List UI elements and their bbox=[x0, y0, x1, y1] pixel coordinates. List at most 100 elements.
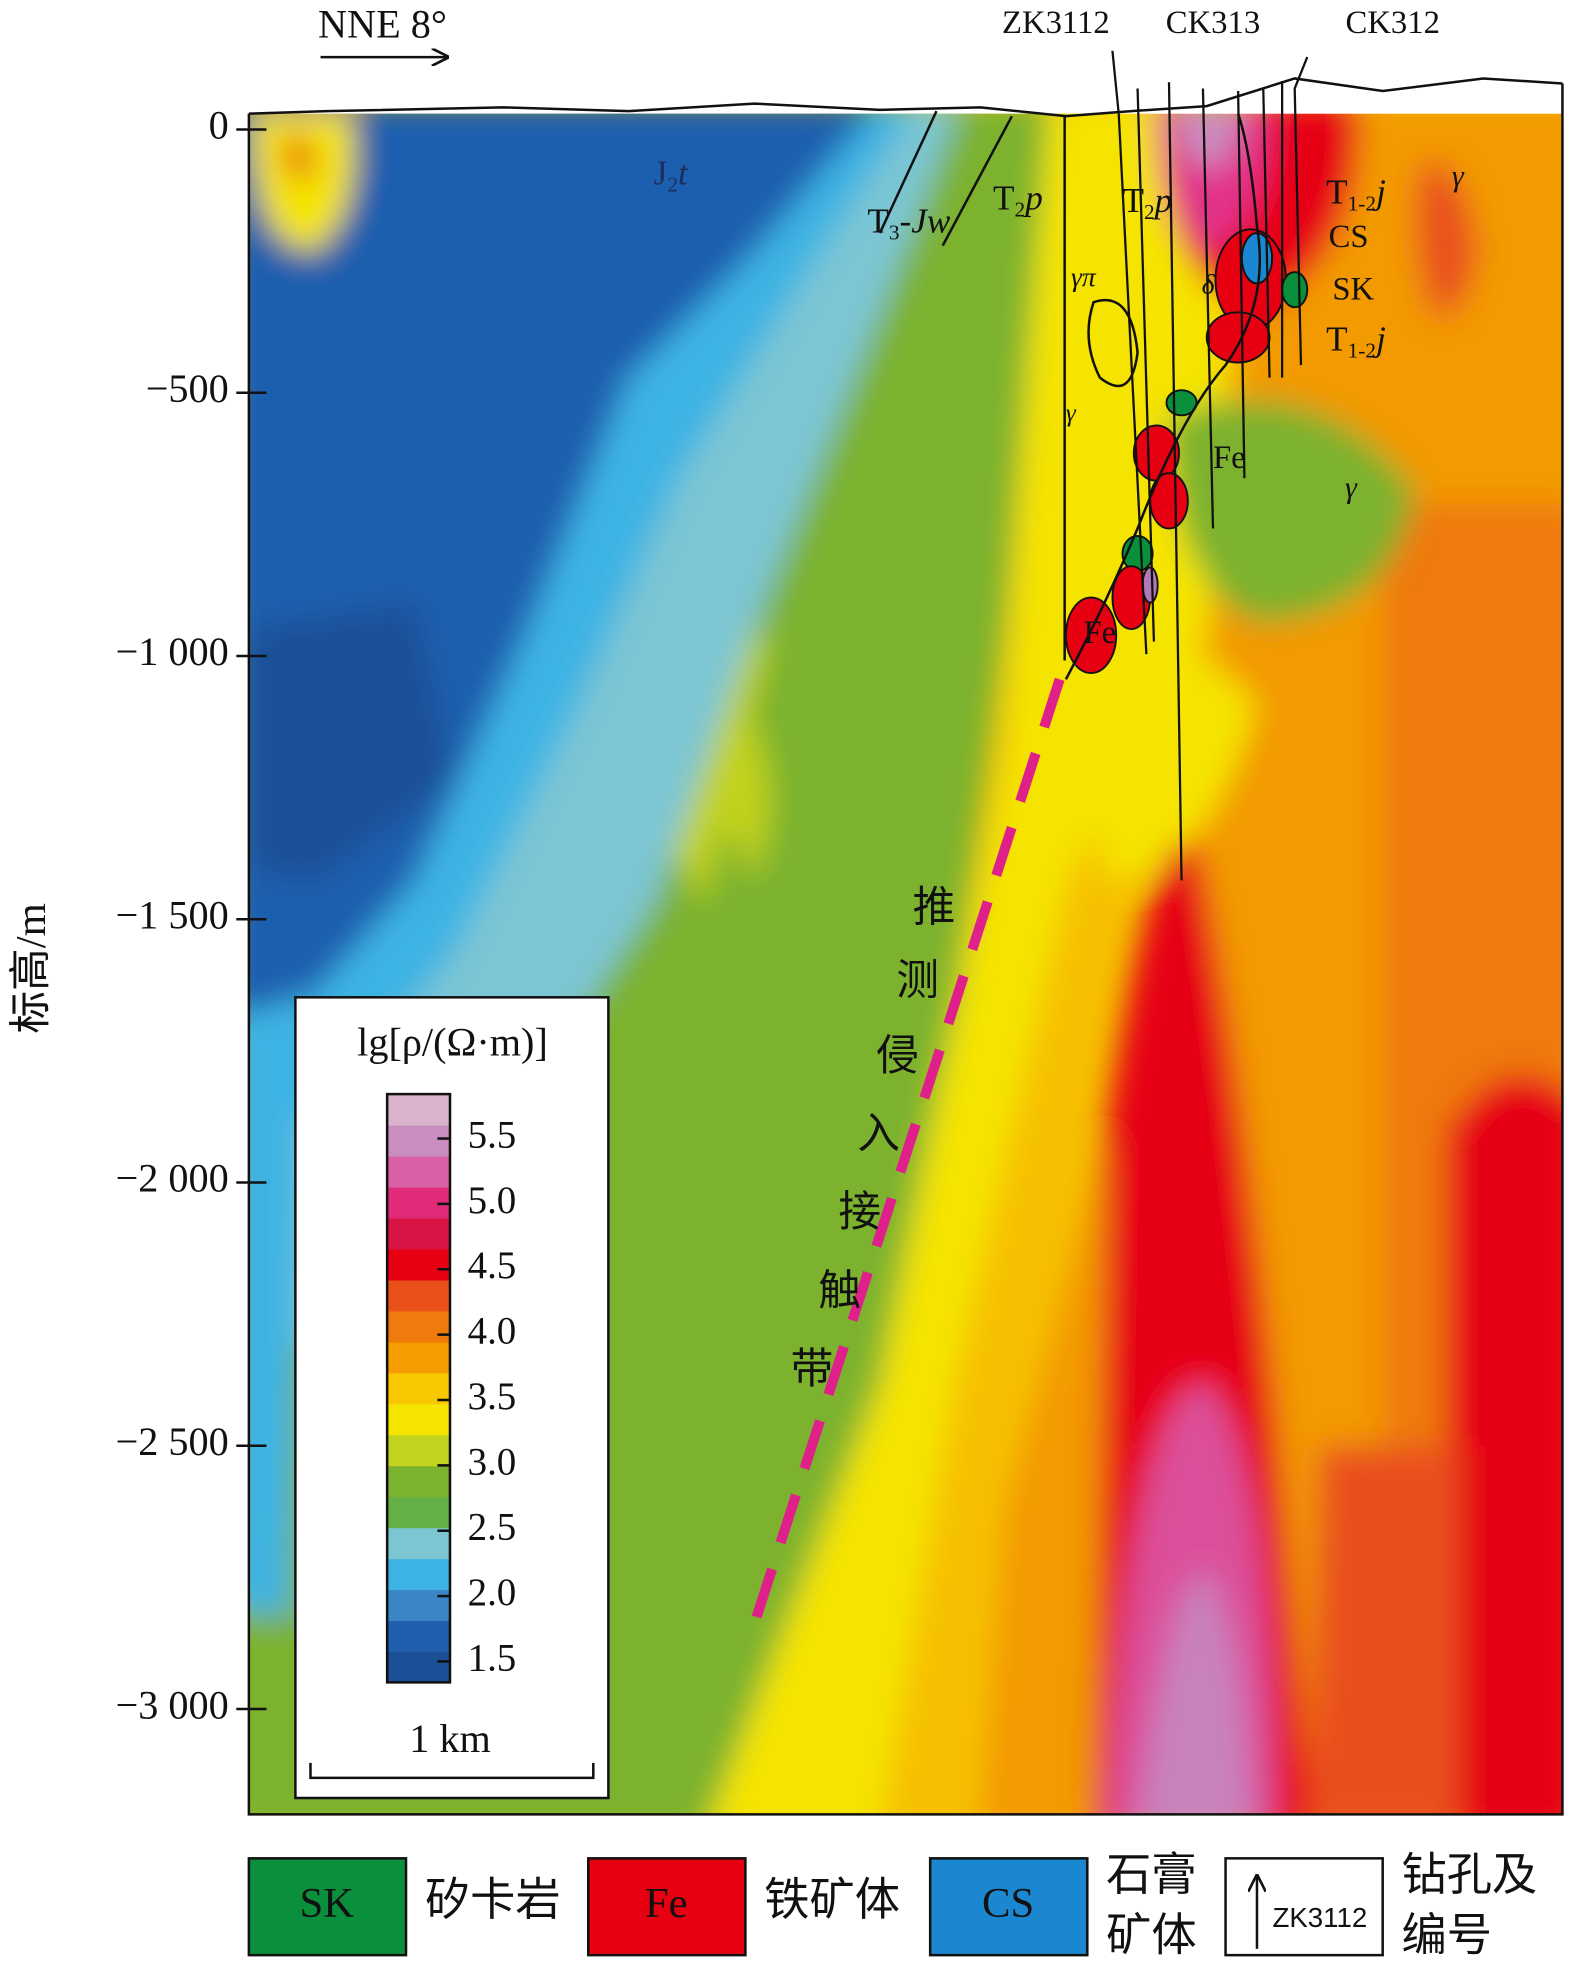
drill-hole bbox=[1262, 88, 1271, 378]
scale-bar bbox=[309, 1762, 595, 1780]
formation-rest: p bbox=[1152, 181, 1173, 220]
ore-body bbox=[1132, 424, 1180, 482]
colorbar-band bbox=[387, 1589, 450, 1622]
y-tick-label: −500 bbox=[146, 366, 229, 411]
drill-hole bbox=[1201, 88, 1215, 529]
contact-zone-line bbox=[746, 677, 1065, 1634]
field-region bbox=[1445, 1074, 1563, 1815]
topography bbox=[248, 77, 1563, 118]
field-region bbox=[716, 704, 771, 881]
contact-line bbox=[1064, 113, 1262, 680]
formation-label: T3-Jw bbox=[867, 201, 951, 244]
colorbar-band bbox=[387, 1341, 450, 1374]
legend-swatch bbox=[928, 1857, 1089, 1957]
legend-label: 铁矿体 bbox=[764, 1875, 900, 1925]
formation-label: T1-2j bbox=[1326, 320, 1386, 363]
drill-label: CK313 bbox=[1166, 5, 1260, 41]
formation-rest: j bbox=[1372, 172, 1386, 211]
formation-base: T bbox=[1326, 320, 1348, 359]
formation-base: T bbox=[1326, 172, 1348, 211]
formation-sub: 2 bbox=[667, 172, 678, 196]
legend-label: 编号 bbox=[1402, 1910, 1493, 1960]
field-region bbox=[251, 603, 453, 881]
drill-hole bbox=[1167, 82, 1183, 881]
legend-key: ZK3112 bbox=[1272, 1902, 1367, 1933]
colorbar-band bbox=[387, 1465, 450, 1498]
colorbar-tick-label: 2.5 bbox=[468, 1506, 517, 1549]
drill-hole bbox=[1236, 91, 1246, 479]
legend-label: 石膏 bbox=[1106, 1850, 1197, 1900]
y-tick-label: −2 500 bbox=[116, 1419, 229, 1464]
formation-rest: j bbox=[1372, 320, 1386, 359]
legend-label: 钻孔及 bbox=[1402, 1850, 1538, 1900]
colorbar-band bbox=[387, 1217, 450, 1250]
contact-zone-char: 测 bbox=[896, 958, 939, 1005]
field-region bbox=[688, 113, 1256, 1815]
formation-label: T2p bbox=[993, 179, 1043, 222]
rock-label: γπ bbox=[1071, 261, 1097, 292]
formation-base: J bbox=[654, 154, 668, 193]
scale-label: 1 km bbox=[409, 1716, 491, 1761]
formation-base: T bbox=[993, 179, 1014, 218]
fault bbox=[878, 110, 938, 234]
formation-sub: 2 bbox=[1144, 200, 1155, 224]
colorbar-band bbox=[387, 1279, 450, 1312]
contact-zone-char: 带 bbox=[791, 1346, 834, 1393]
colorbar-band bbox=[387, 1248, 450, 1281]
y-tick-label: −2 000 bbox=[116, 1156, 229, 1201]
rock-label: CS bbox=[1329, 219, 1369, 255]
legend-key: Fe bbox=[645, 1880, 688, 1927]
contact-zone-char: 触 bbox=[818, 1268, 861, 1315]
colorbar-band bbox=[387, 1403, 450, 1436]
colorbar-tick-label: 4.0 bbox=[468, 1310, 517, 1353]
rock-label: γ bbox=[1345, 471, 1358, 505]
resistivity-field bbox=[248, 113, 1563, 1815]
colorbar-band bbox=[387, 1156, 450, 1188]
colorbar-tick-label: 3.5 bbox=[468, 1375, 517, 1418]
formation-rest: t bbox=[678, 154, 689, 193]
drill-hole bbox=[1136, 88, 1156, 642]
field-region bbox=[1175, 113, 1243, 171]
formation-rest: -Jw bbox=[900, 201, 951, 240]
rock-label: Fe bbox=[1213, 440, 1246, 476]
colorbar-tick-label: 4.5 bbox=[468, 1244, 517, 1287]
field-region bbox=[1416, 162, 1477, 317]
field-region bbox=[1307, 1446, 1459, 1815]
y-tick-label: −3 000 bbox=[116, 1682, 229, 1727]
legend-key: CS bbox=[982, 1880, 1034, 1927]
formation-label: T2p bbox=[1122, 181, 1172, 224]
colorbar-frame bbox=[385, 1092, 452, 1684]
ore-body bbox=[1141, 566, 1159, 604]
colorbar-band bbox=[387, 1310, 450, 1343]
drill-hole bbox=[1293, 56, 1309, 366]
formation-label: J2t bbox=[654, 154, 689, 197]
rock-label: SK bbox=[1332, 272, 1374, 308]
y-axis: 0 −500 −1 000 −1 500 −2 000 −2 500 −3 000 bbox=[116, 103, 267, 1727]
formation-rest: p bbox=[1022, 179, 1043, 218]
contact-zone-char: 接 bbox=[838, 1189, 881, 1236]
field-region bbox=[251, 113, 355, 252]
contact-zone-char: 推 bbox=[913, 885, 956, 932]
formation-base: T bbox=[1122, 181, 1143, 220]
field-layers bbox=[248, 113, 1563, 1815]
y-tick-label: 0 bbox=[209, 103, 229, 148]
colorbar-band bbox=[387, 1651, 450, 1683]
rock-label: δ bbox=[1202, 268, 1216, 299]
contact-zone-char: 侵 bbox=[876, 1033, 919, 1080]
colorbar: lg[ρ/(Ω·m)] 1 km 5.5 5.0 4.5 4.0 3.5 3.0 2.5 2.… bbox=[294, 996, 610, 1800]
drill-label: ZK3112 bbox=[1002, 5, 1110, 41]
colorbar-tick-label: 5.5 bbox=[468, 1113, 517, 1156]
contact-zone-char: 入 bbox=[857, 1111, 900, 1158]
y-axis-title: 标高/m bbox=[8, 903, 55, 1034]
colorbar-box bbox=[294, 996, 610, 1800]
field-region bbox=[1068, 637, 1257, 881]
drill-hole bbox=[1111, 50, 1148, 655]
rock-label: γ bbox=[1066, 400, 1077, 427]
colorbar-band bbox=[387, 1496, 450, 1529]
sky-mask bbox=[1065, 0, 1575, 114]
y-tick-label: −1 500 bbox=[116, 892, 229, 937]
